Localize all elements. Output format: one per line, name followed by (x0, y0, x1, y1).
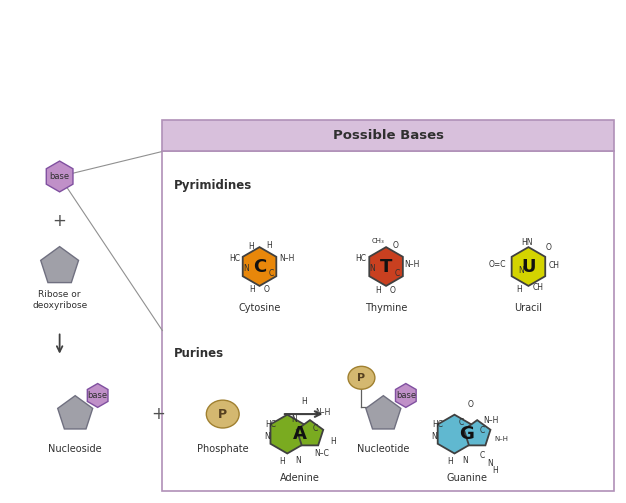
Text: N–H: N–H (404, 260, 420, 269)
Polygon shape (366, 396, 401, 429)
Text: Purines: Purines (173, 347, 223, 360)
Text: Nucleotide: Nucleotide (357, 445, 409, 454)
Polygon shape (243, 247, 276, 286)
Polygon shape (511, 247, 545, 286)
Text: Cytosine: Cytosine (239, 303, 280, 313)
Polygon shape (438, 414, 471, 454)
Text: H: H (280, 457, 285, 466)
Text: Thymine: Thymine (365, 303, 408, 313)
Text: P: P (357, 373, 366, 383)
Text: base: base (396, 391, 416, 400)
Text: Guanine: Guanine (446, 473, 487, 483)
Text: Phosphate: Phosphate (197, 445, 249, 454)
Text: H: H (249, 285, 255, 294)
Text: H: H (301, 396, 307, 405)
Text: HC: HC (265, 420, 276, 429)
Text: CH: CH (533, 283, 543, 292)
Polygon shape (464, 420, 490, 445)
Text: +: + (151, 405, 165, 423)
Text: N: N (369, 264, 376, 273)
Text: H: H (330, 437, 336, 446)
Text: O: O (468, 400, 474, 409)
Text: Ribose or
deoxyribose: Ribose or deoxyribose (32, 290, 87, 310)
Text: Possible Bases: Possible Bases (333, 129, 444, 142)
FancyBboxPatch shape (162, 120, 614, 151)
Text: C: C (395, 269, 401, 278)
Text: N: N (488, 459, 493, 468)
Text: CH₃: CH₃ (372, 238, 385, 244)
Polygon shape (41, 246, 78, 283)
Text: HC: HC (433, 420, 443, 429)
Text: N–H: N–H (316, 408, 331, 417)
Text: H: H (376, 286, 381, 295)
Text: O: O (390, 286, 396, 295)
Text: CH: CH (548, 261, 559, 270)
Text: P: P (218, 407, 227, 421)
Text: O: O (393, 240, 399, 249)
Text: G: G (459, 425, 474, 443)
Text: N: N (431, 432, 437, 441)
Text: H: H (516, 285, 521, 294)
Polygon shape (58, 396, 93, 429)
Text: H: H (266, 240, 272, 249)
Text: N: N (295, 456, 301, 465)
Text: base: base (88, 391, 108, 400)
Text: base: base (49, 172, 69, 181)
Polygon shape (87, 383, 108, 407)
Ellipse shape (348, 366, 375, 389)
Text: HC: HC (356, 254, 366, 263)
Text: H: H (492, 466, 498, 475)
Text: HC: HC (229, 254, 240, 263)
Polygon shape (46, 161, 73, 192)
Polygon shape (270, 414, 304, 454)
Ellipse shape (207, 400, 239, 428)
Polygon shape (396, 383, 416, 407)
Text: Adenine: Adenine (280, 473, 319, 483)
Text: C: C (459, 418, 464, 427)
Text: C: C (480, 451, 485, 460)
Text: Pyrimidines: Pyrimidines (173, 179, 252, 192)
Text: O: O (546, 242, 552, 252)
Text: H: H (248, 241, 254, 250)
Text: HN: HN (521, 238, 533, 247)
Text: O: O (264, 285, 269, 294)
FancyBboxPatch shape (162, 151, 614, 490)
Polygon shape (369, 247, 403, 286)
Text: Nucleoside: Nucleoside (48, 445, 102, 454)
Text: N–H: N–H (494, 436, 508, 442)
Text: O=C: O=C (489, 260, 506, 269)
Text: C: C (313, 424, 318, 433)
Text: C: C (269, 269, 274, 278)
Text: Uracil: Uracil (515, 303, 543, 313)
Text: N–H: N–H (484, 416, 499, 425)
Text: N: N (462, 456, 468, 465)
Text: C: C (253, 258, 266, 276)
Text: N: N (264, 432, 270, 441)
Text: U: U (521, 258, 536, 276)
Text: A: A (292, 425, 306, 443)
Text: H: H (447, 457, 453, 466)
Text: N: N (518, 266, 523, 275)
Text: +: + (53, 212, 66, 230)
Text: N: N (243, 264, 249, 273)
Text: C: C (480, 426, 485, 435)
Text: N: N (291, 415, 297, 424)
Text: T: T (380, 258, 393, 276)
Text: N–H: N–H (279, 254, 294, 263)
Text: N–C: N–C (314, 449, 329, 458)
Polygon shape (297, 420, 323, 445)
